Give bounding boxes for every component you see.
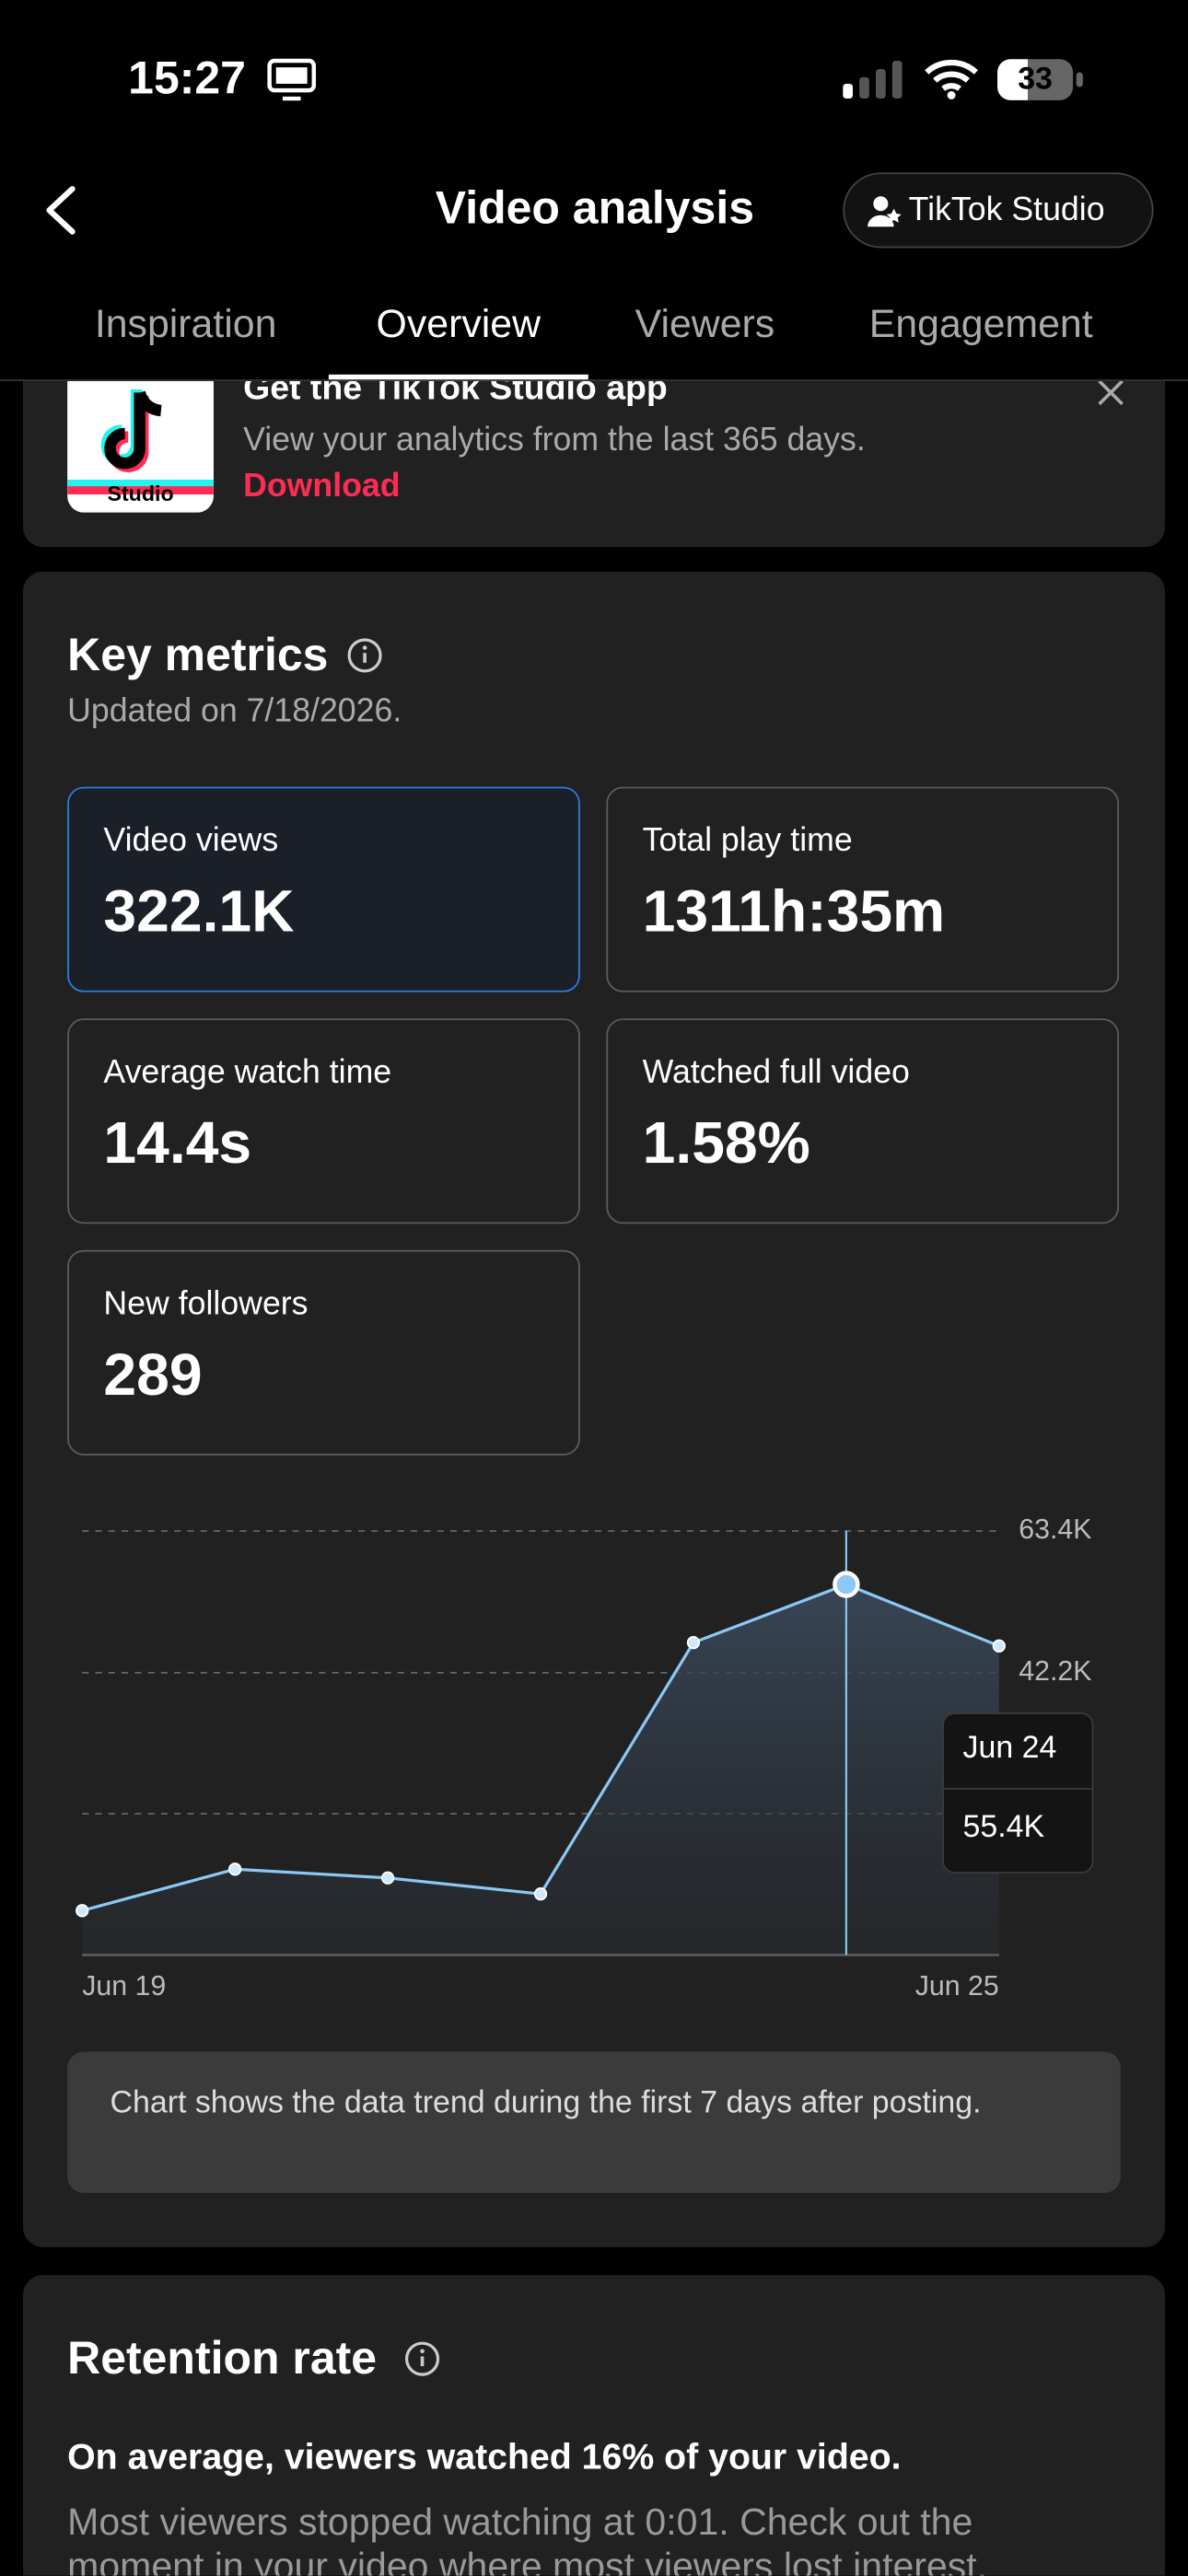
metric-card[interactable]: Total play time 1311h:35m — [606, 786, 1120, 992]
clock: 15:27 — [128, 52, 246, 104]
screen-icon — [267, 58, 317, 101]
info-icon[interactable] — [346, 637, 382, 673]
data-point — [228, 1862, 242, 1876]
tab[interactable]: Inspiration — [94, 302, 277, 347]
metric-card[interactable]: Video views 322.1K — [67, 786, 580, 992]
studio-icon: Studio — [67, 366, 214, 513]
retention-text: Most viewers stopped watching at 0:01. C… — [67, 2500, 988, 2576]
signal-icon — [843, 61, 903, 99]
download-link[interactable]: Download — [243, 468, 401, 505]
icon-label: Studio — [107, 481, 174, 506]
section-title: Key metrics — [67, 629, 329, 680]
info-icon[interactable] — [404, 2341, 440, 2377]
header: 15:27 33 Video analysis TikTok Studio In… — [0, 0, 1188, 381]
page-title: Video analysis — [435, 182, 754, 234]
chart-note: Chart shows the data trend during the fi… — [110, 2085, 982, 2121]
studio-button[interactable]: TikTok Studio — [843, 172, 1154, 249]
updated-date: Updated on 7/18/2026. — [67, 692, 402, 730]
studio-button-label: TikTok Studio — [908, 191, 1105, 229]
metric-card[interactable]: New followers 289 — [67, 1249, 580, 1456]
metric-value: 1.58% — [642, 1108, 810, 1177]
data-point — [992, 1639, 1006, 1653]
banner-card: Studio Get the TikTok Studio app View yo… — [22, 353, 1166, 548]
tab[interactable]: Viewers — [635, 302, 775, 347]
metric-value: 322.1K — [103, 876, 295, 945]
y-tick-label: 63.4K — [1019, 1514, 1091, 1545]
tooltip — [942, 1712, 1094, 1874]
retention-card: Retention rate On average, viewers watch… — [22, 2275, 1166, 2576]
wifi-icon — [925, 59, 978, 99]
x-tick-label: Jun 19 — [82, 1971, 166, 2002]
tooltip-value: 55.4K — [963, 1809, 1045, 1844]
data-point — [686, 1636, 701, 1650]
back-button[interactable] — [40, 184, 82, 237]
data-point — [533, 1887, 548, 1901]
metric-card[interactable]: Watched full video 1.58% — [606, 1018, 1120, 1224]
metric-label: Average watch time — [103, 1054, 392, 1091]
tab-indicator — [328, 374, 588, 381]
data-point — [833, 1571, 860, 1598]
section-title: Retention rate — [67, 2332, 378, 2384]
tab[interactable]: Overview — [376, 302, 542, 347]
chart-note-box: Chart shows the data trend during the fi… — [67, 2051, 1121, 2193]
x-tick-label: Jun 25 — [915, 1971, 999, 2002]
close-button[interactable] — [1094, 377, 1127, 410]
banner-text: View your analytics from the last 365 da… — [243, 422, 866, 458]
area-fill — [82, 1584, 999, 1955]
y-tick-label: 42.2K — [1019, 1656, 1091, 1687]
tooltip-title: Jun 24 — [963, 1730, 1057, 1765]
battery: 33 — [997, 59, 1074, 100]
metric-label: Total play time — [642, 822, 853, 860]
tab-divider — [0, 379, 1188, 381]
tiktok-logo — [67, 389, 214, 495]
retention-summary: On average, viewers watched 16% of your … — [67, 2436, 902, 2477]
metric-label: Watched full video — [642, 1054, 910, 1091]
battery-level: 33 — [1018, 62, 1053, 98]
metric-label: Video views — [103, 822, 279, 860]
data-point — [380, 1871, 395, 1885]
tab[interactable]: Engagement — [868, 302, 1093, 347]
metric-value: 1311h:35m — [642, 876, 946, 945]
data-point — [76, 1904, 89, 1918]
studio-button-icon — [868, 196, 902, 227]
battery-tip — [1076, 72, 1083, 87]
metric-label: New followers — [103, 1286, 309, 1323]
metric-value: 289 — [103, 1340, 203, 1409]
key-metrics-card: Key metrics Updated on 7/18/2026. Video … — [22, 571, 1166, 2247]
metric-card[interactable]: Average watch time 14.4s — [67, 1018, 580, 1224]
metric-value: 14.4s — [103, 1108, 252, 1177]
